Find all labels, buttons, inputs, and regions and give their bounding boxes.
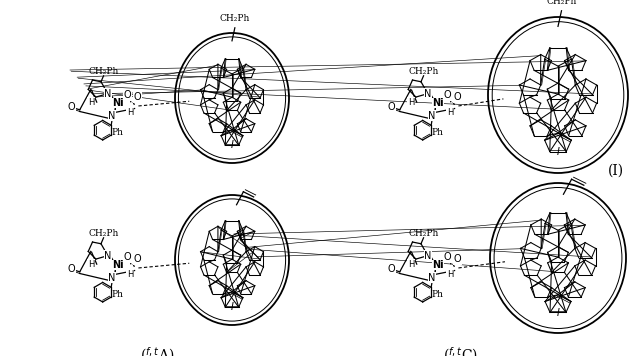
Text: I: I [557, 147, 559, 157]
Text: CH₂Ph: CH₂Ph [88, 229, 119, 238]
Text: N: N [428, 273, 436, 283]
Text: O: O [124, 90, 131, 100]
Text: O: O [454, 92, 461, 102]
Text: CH₂Ph: CH₂Ph [88, 67, 119, 76]
Text: N: N [428, 111, 436, 121]
Text: O: O [454, 254, 461, 264]
Text: N: N [104, 251, 111, 261]
Text: O: O [444, 90, 451, 100]
Text: CH₂Ph: CH₂Ph [408, 229, 439, 238]
Text: CH₂Ph: CH₂Ph [408, 67, 439, 76]
Text: N: N [108, 273, 116, 283]
Text: H: H [447, 270, 453, 279]
Text: H: H [408, 98, 414, 107]
Text: O: O [387, 264, 395, 274]
Ellipse shape [490, 183, 626, 333]
Text: N: N [108, 111, 116, 121]
Text: O: O [67, 264, 75, 274]
Text: I: I [230, 141, 234, 151]
Text: O: O [134, 92, 141, 102]
Text: H: H [88, 260, 94, 269]
Text: Ni: Ni [432, 98, 444, 108]
Ellipse shape [488, 17, 628, 173]
Text: O: O [67, 102, 75, 112]
Text: Ph: Ph [111, 290, 123, 299]
Text: Ni: Ni [432, 260, 444, 270]
Ellipse shape [175, 195, 289, 325]
Text: N: N [424, 251, 431, 261]
Text: O: O [444, 252, 451, 262]
Text: N: N [424, 89, 431, 99]
Text: H: H [408, 260, 414, 269]
Text: H: H [88, 98, 94, 107]
Text: O: O [124, 252, 131, 262]
Text: Ph: Ph [431, 290, 443, 299]
Ellipse shape [175, 33, 289, 163]
Text: N: N [104, 89, 111, 99]
Text: H: H [127, 270, 133, 279]
Text: ($^{f,t}$C): ($^{f,t}$C) [444, 345, 478, 356]
Text: H: H [127, 108, 133, 117]
Text: I: I [557, 308, 559, 318]
Text: I: I [230, 303, 234, 313]
Text: Ph: Ph [111, 128, 123, 137]
Text: CH₂Ph: CH₂Ph [220, 14, 250, 23]
Text: Ni: Ni [112, 98, 124, 108]
Text: O: O [134, 254, 141, 264]
Text: CH₂Ph: CH₂Ph [547, 0, 577, 6]
Text: Ni: Ni [112, 260, 124, 270]
Text: (I): (I) [608, 164, 624, 178]
Text: O: O [387, 102, 395, 112]
Text: Ph: Ph [431, 128, 443, 137]
Text: ($^{f,t}$A): ($^{f,t}$A) [140, 345, 174, 356]
Text: H: H [447, 108, 453, 117]
